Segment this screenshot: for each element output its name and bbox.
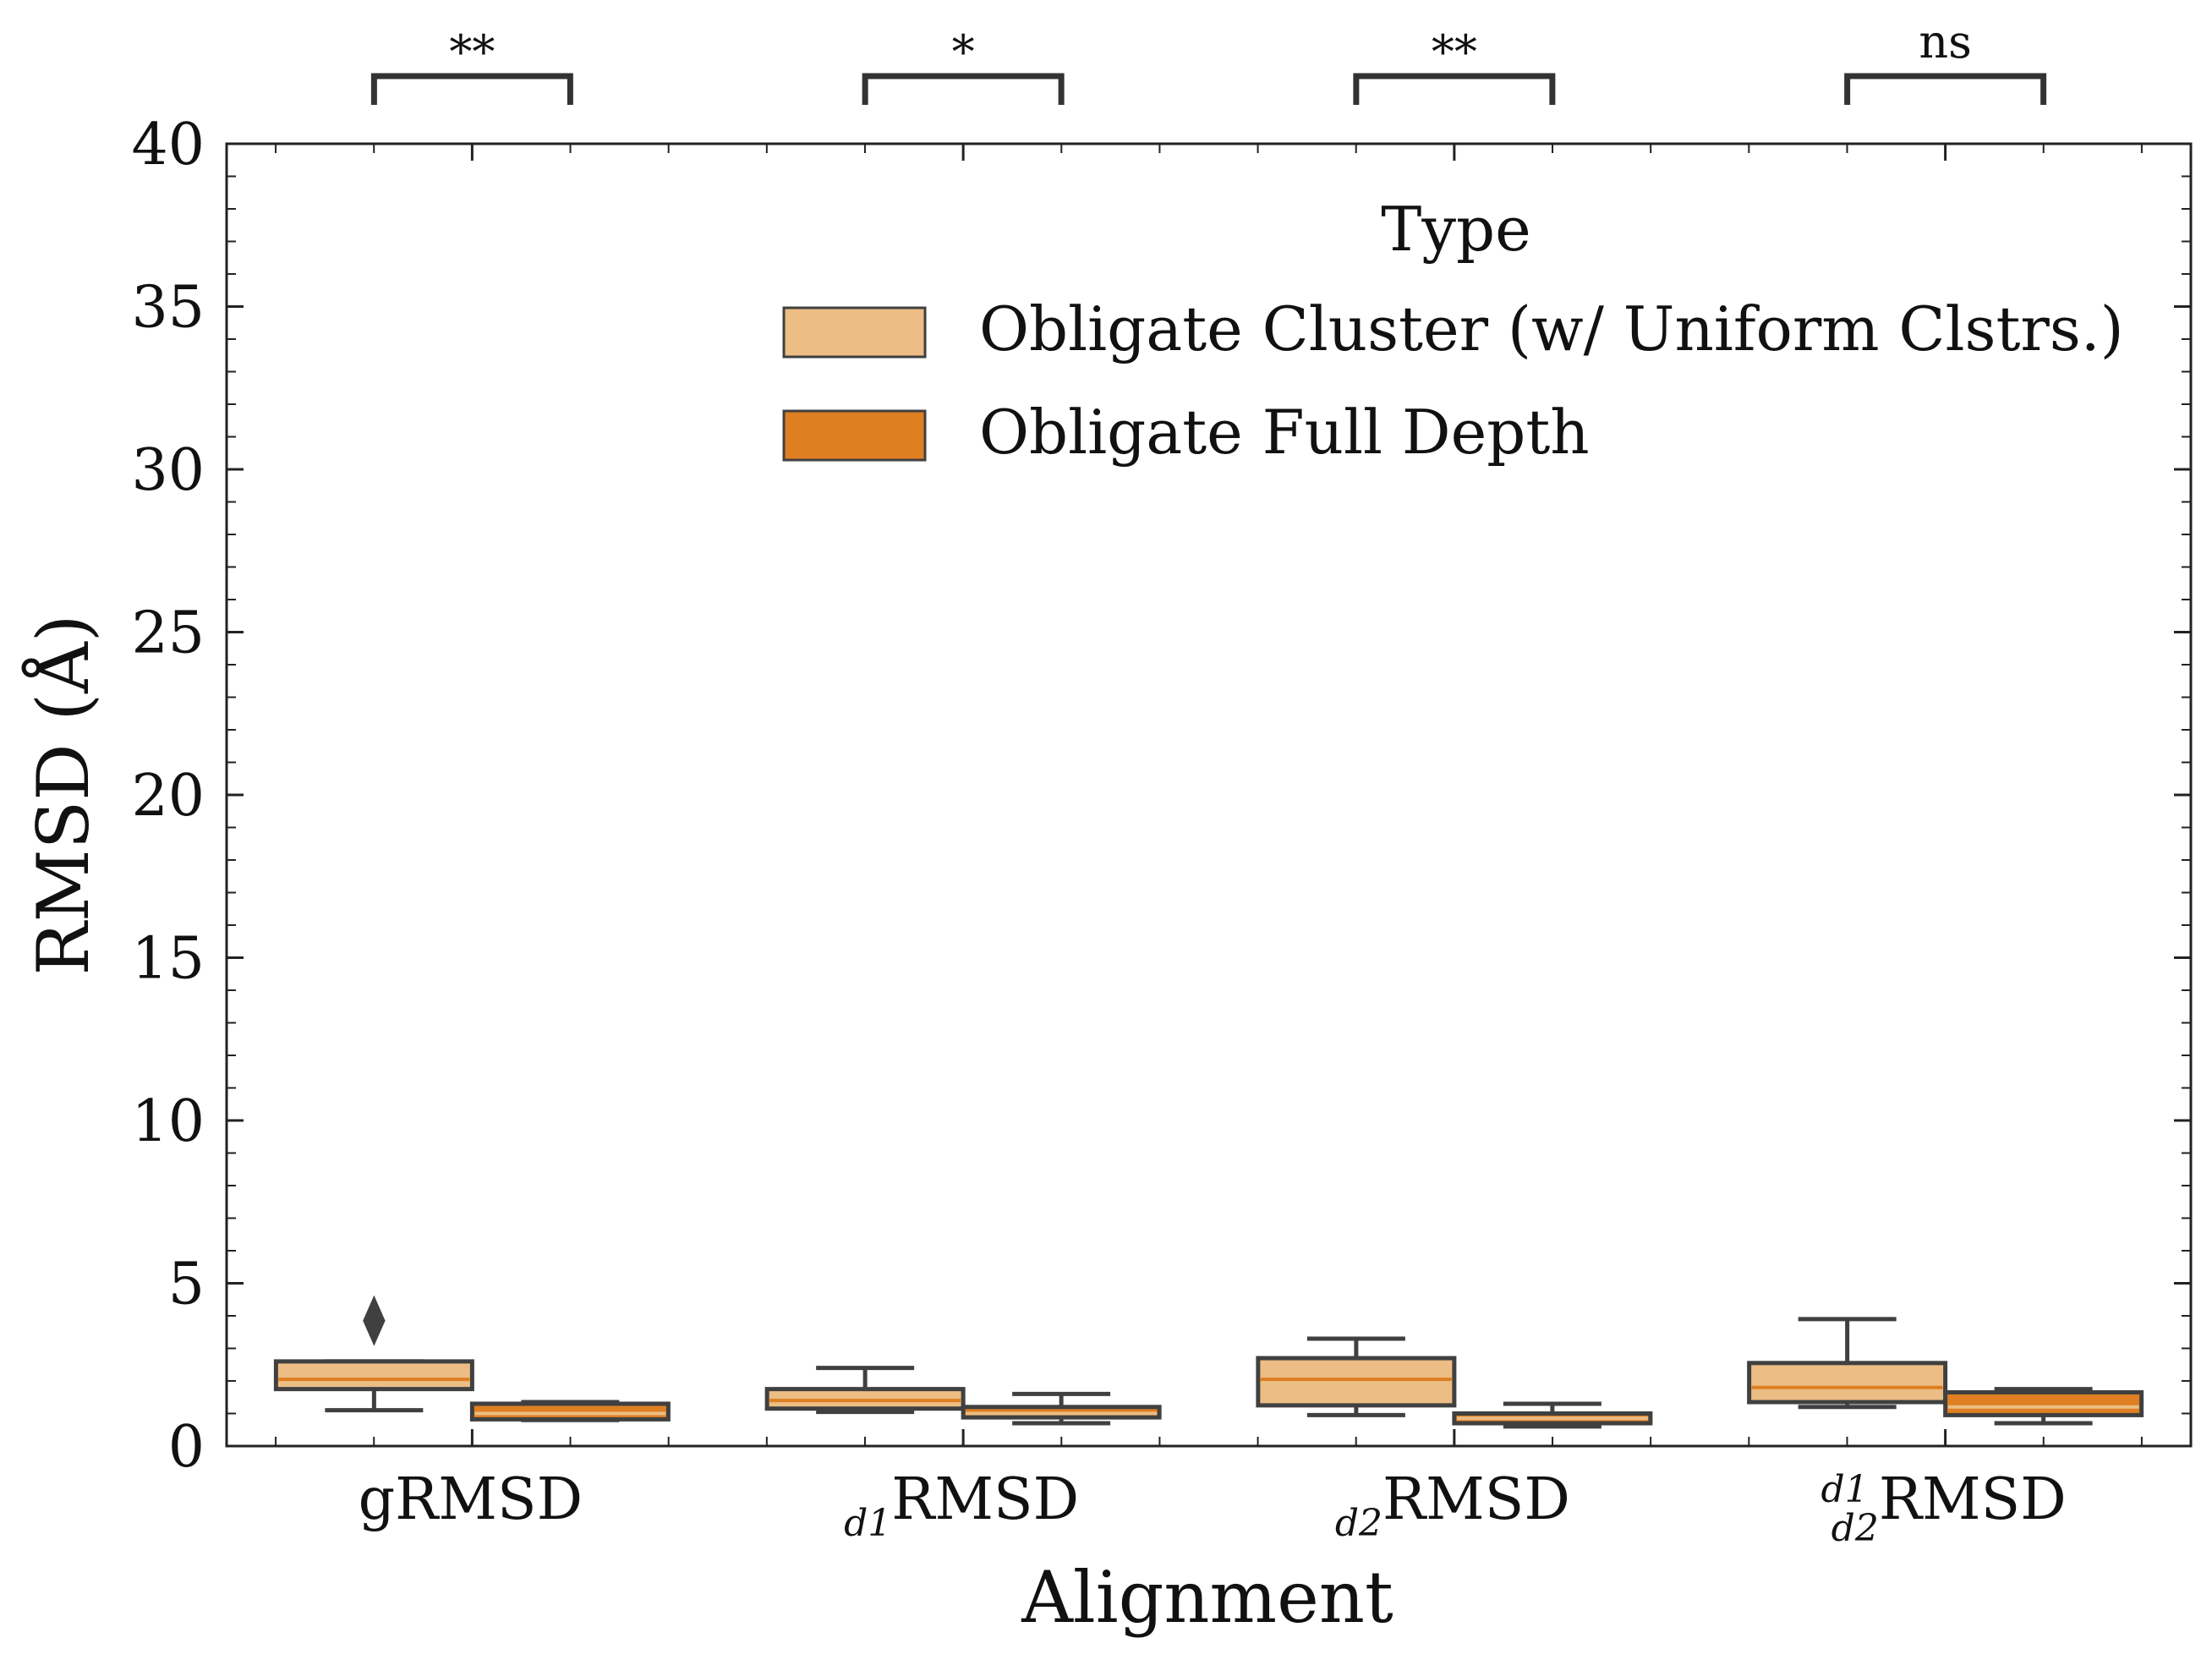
box — [273, 1359, 474, 1392]
plot-frame — [225, 142, 2193, 1448]
box — [1747, 1361, 1948, 1405]
y-tick-label: 30 — [131, 437, 205, 504]
significance-label: * — [952, 25, 975, 79]
legend: Type Obligate Cluster (w/ Uniform Clstrs.… — [782, 194, 2124, 468]
significance-label: ** — [449, 25, 495, 79]
y-tick-label: 20 — [131, 763, 205, 830]
y-tick-label: 35 — [131, 275, 205, 342]
y-tick-label: 40 — [131, 112, 205, 178]
box — [1943, 1389, 2144, 1417]
significance-annotations: ** * ** ns — [370, 15, 2047, 105]
significance-bracket — [1353, 73, 1556, 105]
legend-entry-label: Obligate Full Depth — [979, 397, 1590, 468]
x-tick-label-superscript: d1 — [1821, 1468, 1868, 1511]
x-tick-label: d2RMSD — [1335, 1466, 1570, 1545]
x-tick-label-base: RMSD — [891, 1466, 1079, 1533]
box — [469, 1401, 671, 1422]
box-series — [273, 1295, 2144, 1429]
significance-bracket — [1844, 73, 2047, 105]
significance-label: ns — [1919, 15, 1972, 68]
x-tick-label-base: RMSD — [1879, 1466, 2067, 1533]
legend-title: Type — [1381, 194, 1530, 265]
x-tick-label: gRMSD — [359, 1466, 583, 1533]
x-tick-label-subscript: d2 — [1335, 1502, 1382, 1545]
y-tick-label: 5 — [168, 1252, 205, 1318]
y-tick-label: 0 — [168, 1414, 205, 1481]
significance-bracket — [862, 73, 1065, 105]
significance-label: ** — [1432, 25, 1477, 79]
y-axis-label: RMSD (Å) — [21, 614, 105, 975]
y-tick-label: 10 — [131, 1088, 205, 1155]
outlier-marker — [363, 1295, 386, 1346]
x-tick-label: d1 d2RMSD — [1821, 1466, 2066, 1550]
y-tick-label: 25 — [131, 600, 205, 667]
x-tick-label-subscript: d2 — [1831, 1507, 1879, 1550]
x-tick-label-base: RMSD — [1382, 1466, 1570, 1533]
x-axis-label: Alignment — [1021, 1556, 1393, 1639]
x-tick-label: d1RMSD — [844, 1466, 1079, 1545]
box — [1256, 1356, 1457, 1408]
x-tick-label-base: gRMSD — [359, 1466, 583, 1533]
legend-entry-label: Obligate Cluster (w/ Uniform Clstrs.) — [979, 293, 2124, 364]
x-tick-label-subscript: d1 — [844, 1502, 891, 1545]
legend-swatch — [782, 306, 927, 359]
significance-bracket — [370, 73, 573, 105]
legend-swatch — [782, 409, 927, 462]
y-tick-label: 15 — [131, 926, 205, 993]
